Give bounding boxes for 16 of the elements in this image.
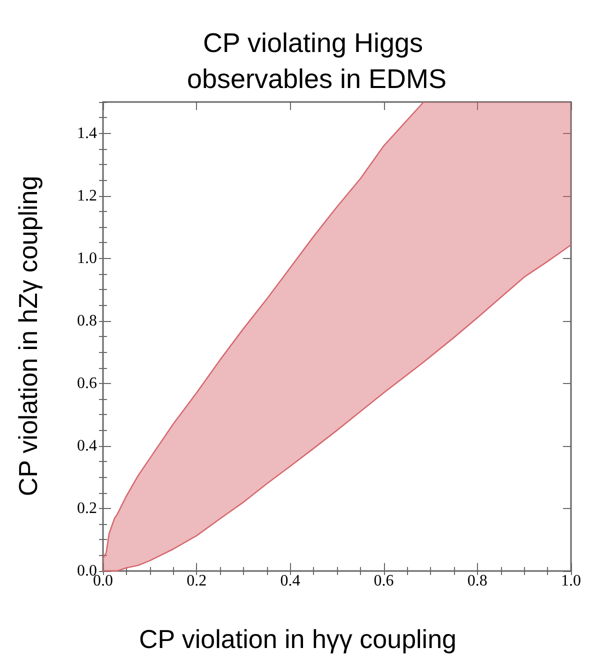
x-tick-label: 1.0 bbox=[561, 572, 581, 590]
y-tick-label: 0.6 bbox=[77, 374, 97, 392]
y-tick-label: 1.2 bbox=[77, 187, 97, 204]
y-tick-label: 1.0 bbox=[77, 250, 97, 267]
y-tick-label: 0.4 bbox=[77, 437, 97, 454]
x-tick-label: 0.8 bbox=[467, 572, 488, 590]
y-axis-title: CP violation in hZγ coupling bbox=[13, 176, 43, 496]
line-series bbox=[102, 101, 424, 560]
chart-title: CP violating Higgs observables in EDMS bbox=[179, 28, 447, 94]
y-tick-label: 0.8 bbox=[77, 312, 97, 330]
y-tick-label: 0.2 bbox=[77, 500, 97, 517]
x-tick-label: 0.6 bbox=[374, 572, 394, 590]
x-tick-label: 0.2 bbox=[186, 572, 207, 590]
x-axis-title: CP violation in hγγ coupling bbox=[139, 624, 457, 654]
y-tick-label: 1.4 bbox=[77, 124, 97, 142]
x-tick-label: 0.4 bbox=[280, 572, 300, 590]
